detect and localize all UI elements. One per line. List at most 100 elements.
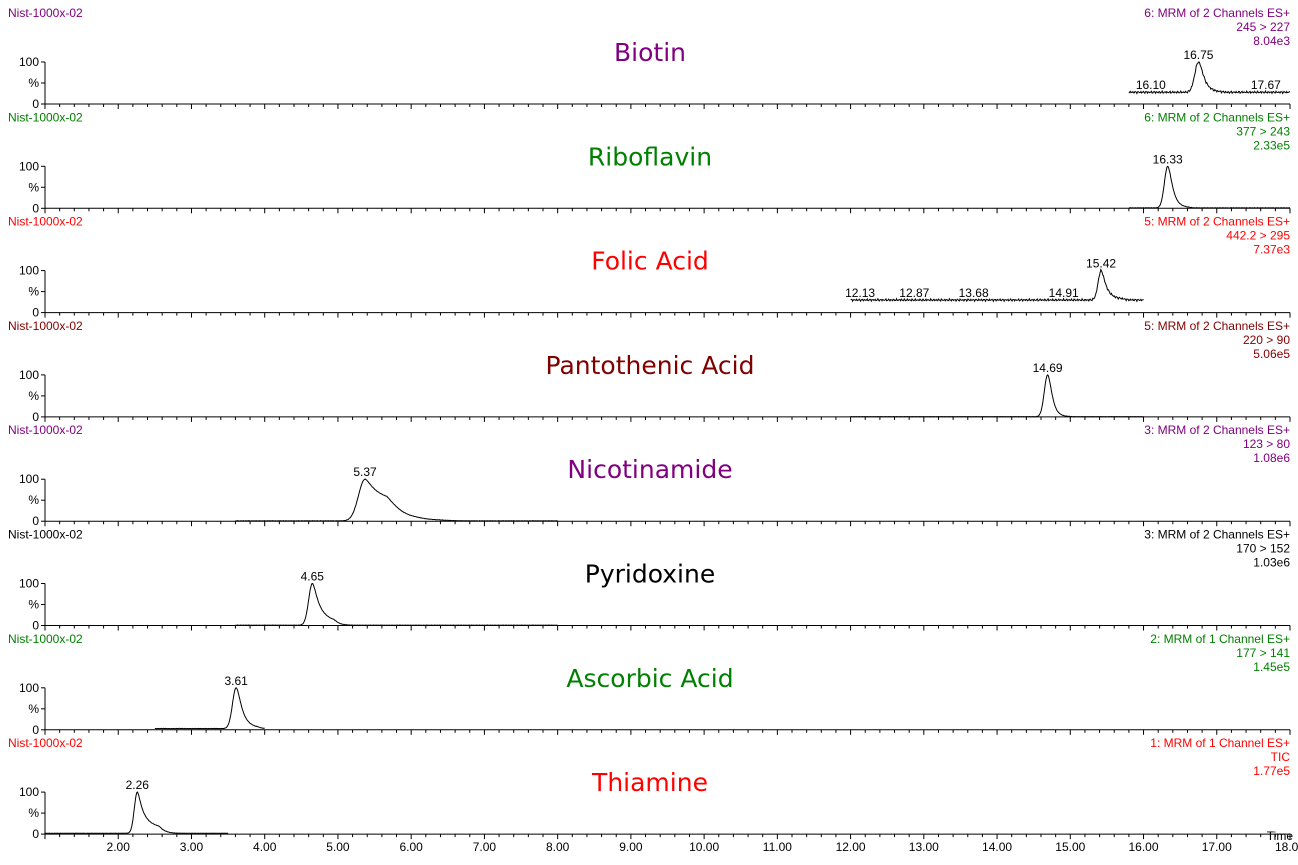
intensity-label: 5.06e5 — [1253, 347, 1290, 361]
function-label: 2: MRM of 1 Channel ES+ — [1150, 632, 1290, 646]
panel-riboflavin: Nist-1000x-02 6: MRM of 2 Channels ES+377… — [8, 110, 1291, 215]
panel-pyridoxine: Nist-1000x-02 3: MRM of 2 Channels ES+170… — [8, 528, 1291, 633]
x-tick-label: 15.00 — [1055, 840, 1085, 854]
transition-label: 377 > 243 — [1236, 124, 1290, 138]
y-tick-label: 100 — [19, 681, 39, 695]
sample-name: Nist-1000x-02 — [8, 110, 83, 124]
retention-time-label: 5.37 — [353, 465, 377, 479]
x-tick-label: 11.00 — [763, 840, 792, 854]
sample-name: Nist-1000x-02 — [8, 423, 83, 437]
retention-time-label: 17.67 — [1251, 78, 1281, 92]
x-tick-label: 3.00 — [180, 840, 204, 854]
y-tick-label: 0 — [32, 306, 39, 320]
y-tick-label: 100 — [19, 55, 39, 69]
retention-time-label: 12.13 — [845, 286, 875, 300]
retention-time-label: 16.10 — [1136, 78, 1166, 92]
x-tick-label: 12.00 — [836, 840, 866, 854]
sample-name: Nist-1000x-02 — [8, 319, 83, 333]
x-tick-label: 2.00 — [107, 840, 131, 854]
x-tick-label: 13.00 — [909, 840, 939, 854]
function-label: 6: MRM of 2 Channels ES+ — [1144, 110, 1290, 124]
y-tick-label: 0 — [32, 410, 39, 424]
function-label: 3: MRM of 2 Channels ES+ — [1144, 528, 1290, 542]
retention-time-label: 16.33 — [1153, 152, 1183, 166]
transition-label: 123 > 80 — [1243, 437, 1290, 451]
compound-name: Folic Acid — [591, 247, 709, 276]
y-tick-label: 0 — [32, 723, 39, 737]
chromatogram-trace — [154, 687, 265, 730]
chromatogram-trace — [850, 374, 1144, 418]
sample-name: Nist-1000x-02 — [8, 736, 83, 750]
y-tick-label: % — [28, 76, 39, 90]
y-tick-label: 100 — [19, 577, 39, 591]
intensity-label: 8.04e3 — [1253, 34, 1290, 48]
retention-time-label: 12.87 — [899, 286, 929, 300]
compound-name: Thiamine — [591, 768, 708, 797]
sample-name: Nist-1000x-02 — [8, 6, 83, 20]
transition-label: 220 > 90 — [1243, 333, 1290, 347]
x-tick-label: 8.00 — [546, 840, 570, 854]
retention-time-label: 3.61 — [224, 674, 248, 688]
retention-time-label: 14.69 — [1033, 361, 1063, 375]
x-tick-label: 10.00 — [689, 840, 719, 854]
intensity-label: 1.77e5 — [1253, 764, 1290, 778]
y-tick-label: % — [28, 389, 39, 403]
y-tick-label: 0 — [32, 827, 39, 841]
intensity-label: 1.45e5 — [1253, 660, 1290, 674]
transition-label: 442.2 > 295 — [1226, 229, 1290, 243]
x-tick-label: 9.00 — [619, 840, 643, 854]
retention-time-label: 15.42 — [1086, 257, 1116, 271]
x-tick-label: 18.00 — [1275, 840, 1298, 854]
y-tick-label: 100 — [19, 785, 39, 799]
retention-time-label: 13.68 — [959, 286, 989, 300]
chromatogram-trace — [1128, 61, 1291, 95]
x-tick-label: 7.00 — [473, 840, 497, 854]
y-tick-label: % — [28, 180, 39, 194]
retention-time-label: 2.26 — [126, 778, 150, 792]
x-tick-label: 6.00 — [399, 840, 423, 854]
intensity-label: 1.08e6 — [1253, 451, 1290, 465]
panel-folic-acid: Nist-1000x-02 5: MRM of 2 Channels ES+442… — [8, 215, 1291, 320]
sample-name: Nist-1000x-02 — [8, 632, 83, 646]
y-tick-label: 100 — [19, 264, 39, 278]
intensity-label: 1.03e6 — [1253, 556, 1290, 570]
y-tick-label: 100 — [19, 159, 39, 173]
y-tick-label: % — [28, 493, 39, 507]
panel-thiamine: Nist-1000x-02 1: MRM of 1 Channel ES+TIC1… — [8, 736, 1291, 841]
compound-name: Pantothenic Acid — [546, 351, 755, 380]
transition-label: 170 > 152 — [1236, 542, 1290, 556]
compound-name: Nicotinamide — [567, 455, 732, 484]
x-tick-label: 14.00 — [982, 840, 1012, 854]
chromatogram-trace — [235, 478, 558, 522]
sample-name: Nist-1000x-02 — [8, 528, 83, 542]
function-label: 1: MRM of 1 Channel ES+ — [1150, 736, 1290, 750]
y-tick-label: 0 — [32, 514, 39, 528]
retention-time-label: 16.75 — [1183, 48, 1213, 62]
chromatogram-trace — [44, 791, 229, 835]
panel-biotin: Nist-1000x-02 6: MRM of 2 Channels ES+245… — [8, 6, 1291, 111]
chromatogram-trace — [235, 582, 558, 626]
x-tick-label: 5.00 — [326, 840, 350, 854]
panel-nicotinamide: Nist-1000x-02 3: MRM of 2 Channels ES+123… — [8, 423, 1291, 528]
intensity-label: 2.33e5 — [1253, 138, 1290, 152]
compound-name: Biotin — [614, 38, 686, 67]
y-tick-label: 0 — [32, 97, 39, 111]
compound-name: Riboflavin — [588, 142, 712, 171]
y-tick-label: 100 — [19, 472, 39, 486]
retention-time-label: 4.65 — [301, 570, 325, 584]
y-tick-label: % — [28, 598, 39, 612]
x-axis-title: Time — [1267, 829, 1294, 843]
function-label: 5: MRM of 2 Channels ES+ — [1144, 319, 1290, 333]
chromatogram-trace — [850, 268, 1144, 303]
function-label: 6: MRM of 2 Channels ES+ — [1144, 6, 1290, 20]
transition-label: 177 > 141 — [1236, 646, 1290, 660]
function-label: 5: MRM of 2 Channels ES+ — [1144, 215, 1290, 229]
sample-name: Nist-1000x-02 — [8, 215, 83, 229]
retention-time-label: 14.91 — [1049, 286, 1079, 300]
y-tick-label: % — [28, 285, 39, 299]
intensity-label: 7.37e3 — [1253, 243, 1290, 257]
panel-pantothenic-acid: Nist-1000x-02 5: MRM of 2 Channels ES+220… — [8, 319, 1291, 424]
y-tick-label: % — [28, 702, 39, 716]
chromatogram-trace — [1128, 165, 1290, 209]
